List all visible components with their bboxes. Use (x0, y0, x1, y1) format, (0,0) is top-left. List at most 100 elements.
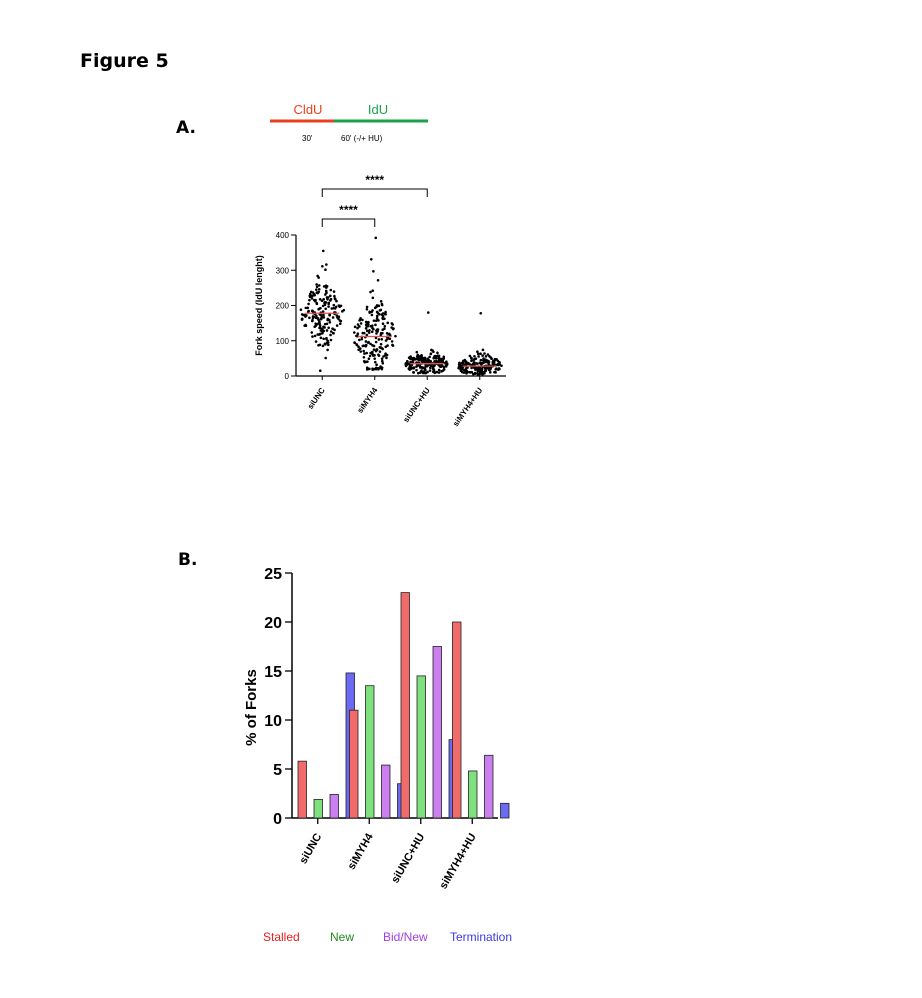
data-point (333, 294, 336, 298)
data-point (315, 283, 318, 286)
data-point (472, 359, 475, 362)
data-point (356, 332, 360, 336)
data-point (479, 362, 482, 365)
data-point (441, 369, 445, 372)
data-point (385, 356, 388, 360)
data-point (382, 355, 385, 358)
labeling-schema: CldU IdU 30' 60' (-/+ HU) (270, 102, 428, 143)
data-point (310, 297, 314, 300)
data-point (332, 290, 336, 293)
data-point (337, 304, 341, 307)
data-point (327, 326, 330, 330)
data-point (476, 372, 480, 376)
data-point (441, 360, 445, 364)
data-point (362, 356, 366, 359)
data-point (367, 331, 371, 334)
data-point (442, 357, 445, 360)
data-point (374, 336, 378, 340)
data-point (483, 372, 486, 375)
data-point (300, 318, 304, 321)
data-point (479, 352, 482, 355)
data-point (319, 332, 322, 336)
data-point (383, 324, 387, 328)
data-point (386, 344, 389, 347)
significance-label: **** (339, 203, 358, 217)
data-point (331, 316, 335, 319)
data-point (465, 369, 469, 373)
data-point (328, 320, 332, 324)
data-point (366, 360, 369, 363)
data-point (330, 307, 334, 310)
data-point (421, 366, 424, 370)
data-point (310, 331, 314, 334)
data-point (317, 276, 320, 279)
data-point (327, 343, 330, 347)
data-point (383, 317, 386, 320)
data-point (336, 316, 339, 319)
cldu-label: CldU (294, 102, 323, 117)
data-point (372, 354, 375, 357)
data-point (315, 302, 319, 306)
data-point (415, 368, 418, 372)
data-point (437, 356, 441, 359)
data-point (370, 313, 374, 317)
data-point (322, 329, 326, 333)
data-point (299, 308, 303, 312)
data-point (437, 368, 441, 372)
data-point (355, 334, 358, 338)
panel-a-figure: CldU IdU 30' 60' (-/+ HU) 0100200300400s… (254, 102, 506, 428)
data-point (367, 320, 370, 324)
legend-item-termination: Termination (450, 930, 513, 944)
data-point (367, 322, 370, 326)
data-point (369, 342, 372, 346)
data-point (374, 323, 377, 327)
bar-bid-new-simyh4-hu (484, 754, 494, 819)
data-point (372, 319, 376, 322)
data-point (318, 322, 321, 325)
data-point (442, 365, 446, 369)
data-point (379, 308, 383, 312)
data-point (335, 299, 338, 303)
data-point (464, 360, 468, 364)
bar-stalled-simyh4-hu (452, 621, 462, 819)
data-point (458, 363, 461, 367)
bar-stalled-simyh4 (349, 709, 359, 819)
data-point (362, 349, 365, 353)
data-point (319, 317, 323, 321)
data-point (374, 319, 378, 323)
data-point (486, 361, 489, 364)
data-point (324, 307, 327, 311)
data-point (335, 314, 339, 317)
data-point (314, 288, 318, 291)
data-point (363, 352, 366, 355)
data-point (362, 344, 366, 347)
data-point (468, 370, 471, 374)
data-point (473, 361, 476, 364)
data-point (372, 344, 376, 348)
data-point (325, 296, 329, 299)
data-point (371, 296, 375, 300)
data-point (324, 301, 328, 304)
data-point (370, 310, 374, 314)
data-point (474, 368, 477, 371)
data-points-siunc (299, 249, 346, 373)
data-point (473, 371, 477, 375)
data-point (317, 290, 321, 294)
data-point (425, 359, 429, 363)
data-point (324, 284, 328, 287)
data-point (436, 351, 439, 355)
data-point (431, 349, 434, 352)
x-tick-label: siUNC+HU (389, 831, 427, 885)
data-point (486, 353, 490, 356)
data-point (311, 294, 314, 298)
data-point (374, 340, 378, 344)
data-point (324, 343, 327, 346)
data-point (357, 345, 360, 349)
idu-label: IdU (368, 102, 388, 117)
data-point (385, 332, 389, 335)
data-point (376, 367, 380, 370)
data-point (489, 356, 493, 359)
data-point (482, 361, 485, 364)
bar-bid-new-siunc (329, 794, 339, 819)
data-point (412, 366, 416, 370)
